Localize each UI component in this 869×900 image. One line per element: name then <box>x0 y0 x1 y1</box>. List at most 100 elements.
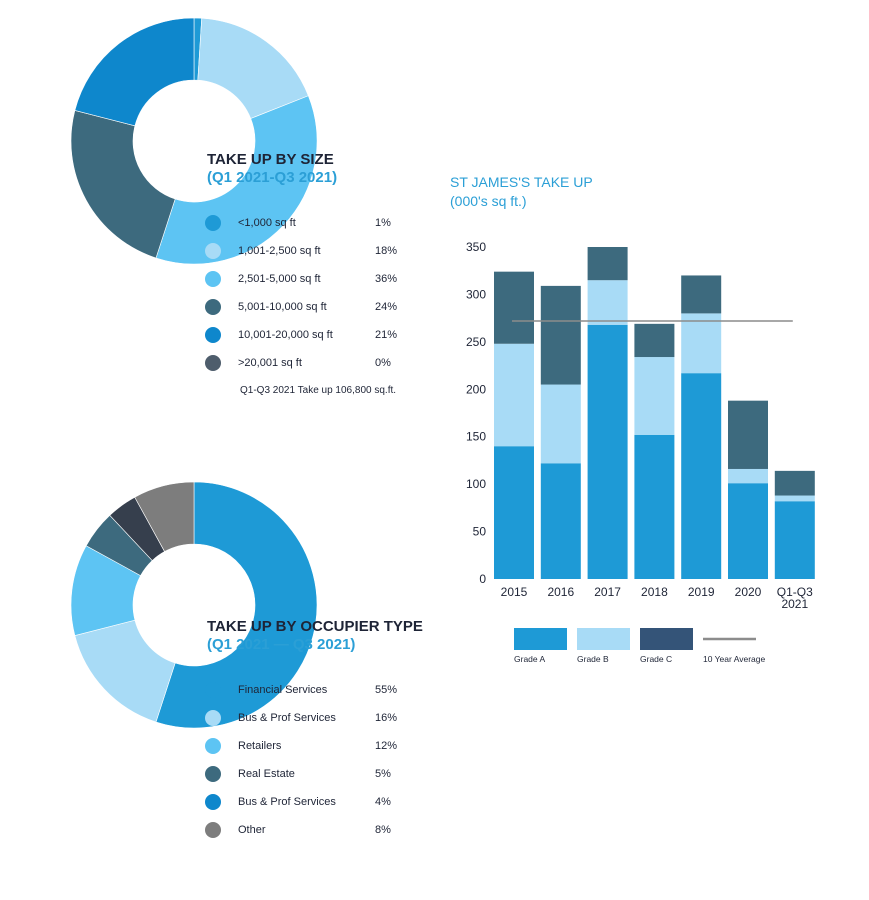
legend-label: 10 Year Average <box>703 654 766 664</box>
bar-grade-b <box>494 343 534 447</box>
x-tick-line: Q1-Q3 <box>777 585 813 599</box>
bar-grade-c <box>540 285 581 385</box>
size-take-up-note: Q1-Q3 2021 Take up 106,800 sq.ft. <box>240 385 397 396</box>
x-tick-label: Q1-Q3 2021 <box>777 585 813 611</box>
bar-chart-subtitle: (000's sq ft.) <box>450 193 527 209</box>
bar-grade-b <box>774 495 815 502</box>
bar-grade-a <box>681 373 722 579</box>
bar-grade-b <box>728 468 768 484</box>
occupier-panel-title: TAKE UP BY OCCUPIER TYPE <box>207 618 423 635</box>
legend-value: 16% <box>375 712 398 724</box>
donut-slice-5 <box>134 481 195 552</box>
legend-label: >20,001 sq ft <box>238 357 302 369</box>
size-panel-subtitle: (Q1 2021-Q3 2021) <box>207 169 338 186</box>
legend-value: 24% <box>375 301 398 313</box>
x-tick-line: 2020 <box>735 585 762 599</box>
bar-grade-c <box>587 247 628 281</box>
legend-label: Real Estate <box>238 768 295 780</box>
legend-swatch-grade-b <box>577 628 630 650</box>
legend-dot <box>205 215 221 231</box>
legend-swatch-grade-c <box>640 628 693 650</box>
legend-label: 2,501-5,000 sq ft <box>238 273 321 285</box>
y-tick-label: 200 <box>466 382 486 396</box>
bar-grade-c <box>681 275 722 314</box>
bar-grade-c <box>634 323 675 358</box>
size-panel-title: TAKE UP BY SIZE <box>207 151 334 168</box>
x-tick-line: 2016 <box>547 585 574 599</box>
size-panel-title-block: TAKE UP BY SIZE (Q1 2021-Q3 2021) <box>207 151 337 187</box>
donut-slice-1 <box>197 17 309 119</box>
y-tick-label: 250 <box>466 335 486 349</box>
bar-chart-title: ST JAMES'S TAKE UP <box>450 174 593 190</box>
occupier-panel-subtitle: (Q1 2021 — Q3 2021) <box>207 636 356 653</box>
bar-grade-c <box>728 400 768 469</box>
x-tick-label: 2020 <box>735 585 762 599</box>
donut-slice-0 <box>155 481 318 729</box>
legend-dot <box>205 243 221 259</box>
legend-dot <box>205 299 221 315</box>
legend-value: 8% <box>375 824 391 836</box>
x-tick-line: 2018 <box>641 585 668 599</box>
legend-value: 21% <box>375 329 398 341</box>
legend-label: 1,001-2,500 sq ft <box>238 245 321 257</box>
bar-grade-c <box>494 271 534 344</box>
bar-grade-a <box>634 434 675 579</box>
legend-dot <box>205 355 221 371</box>
x-tick-label: 2015 <box>501 585 528 599</box>
bar-grade-a <box>540 463 581 579</box>
x-tick-label: 2019 <box>688 585 715 599</box>
bar-grade-a <box>494 446 534 579</box>
legend-label: Bus & Prof Services <box>238 712 336 724</box>
legend-label: Financial Services <box>238 684 328 696</box>
legend-value: 18% <box>375 245 398 257</box>
legend-dot <box>205 766 221 782</box>
x-tick-line: 2019 <box>688 585 715 599</box>
legend-value: 0% <box>375 357 391 369</box>
y-tick-label: 150 <box>466 430 486 444</box>
x-tick-line: 2017 <box>594 585 621 599</box>
legend-label: Grade C <box>640 654 672 664</box>
x-tick-line: 2021 <box>781 597 808 611</box>
legend-label: Grade B <box>577 654 609 664</box>
legend-label: Grade A <box>514 654 546 664</box>
legend-dot <box>205 794 221 810</box>
legend-value: 36% <box>375 273 398 285</box>
y-tick-label: 50 <box>473 525 487 539</box>
occupier-panel-title-block: TAKE UP BY OCCUPIER TYPE (Q1 2021 — Q3 2… <box>207 618 423 654</box>
bar-grade-b <box>587 280 628 325</box>
y-tick-label: 0 <box>479 572 486 586</box>
legend-dot <box>205 822 221 838</box>
legend-dot <box>205 271 221 287</box>
x-tick-line: 2015 <box>501 585 528 599</box>
bar-grade-b <box>634 357 675 435</box>
y-tick-label: 350 <box>466 240 486 254</box>
legend-label: Retailers <box>238 740 282 752</box>
bar-grade-b <box>681 313 722 374</box>
legend-value: 12% <box>375 740 398 752</box>
y-tick-label: 100 <box>466 477 486 491</box>
legend-label: Other <box>238 824 266 836</box>
legend-label: 5,001-10,000 sq ft <box>238 301 327 313</box>
legend-label: 10,001-20,000 sq ft <box>238 329 333 341</box>
donut-slice-4 <box>74 17 195 127</box>
bar-grade-c <box>774 470 815 496</box>
bar-grade-b <box>540 384 581 464</box>
legend-dot <box>205 682 221 698</box>
legend-value: 5% <box>375 768 391 780</box>
legend-swatch-grade-a <box>514 628 567 650</box>
x-tick-label: 2017 <box>594 585 621 599</box>
donut-slice-2 <box>155 95 318 265</box>
bar-grade-a <box>774 501 815 579</box>
legend-dot <box>205 710 221 726</box>
x-tick-label: 2016 <box>547 585 574 599</box>
legend-value: 4% <box>375 796 391 808</box>
legend-value: 55% <box>375 684 398 696</box>
legend-dot <box>205 738 221 754</box>
donut-slice-3 <box>70 110 176 259</box>
y-tick-label: 300 <box>466 287 486 301</box>
bar-grade-a <box>587 324 628 579</box>
x-tick-label: 2018 <box>641 585 668 599</box>
